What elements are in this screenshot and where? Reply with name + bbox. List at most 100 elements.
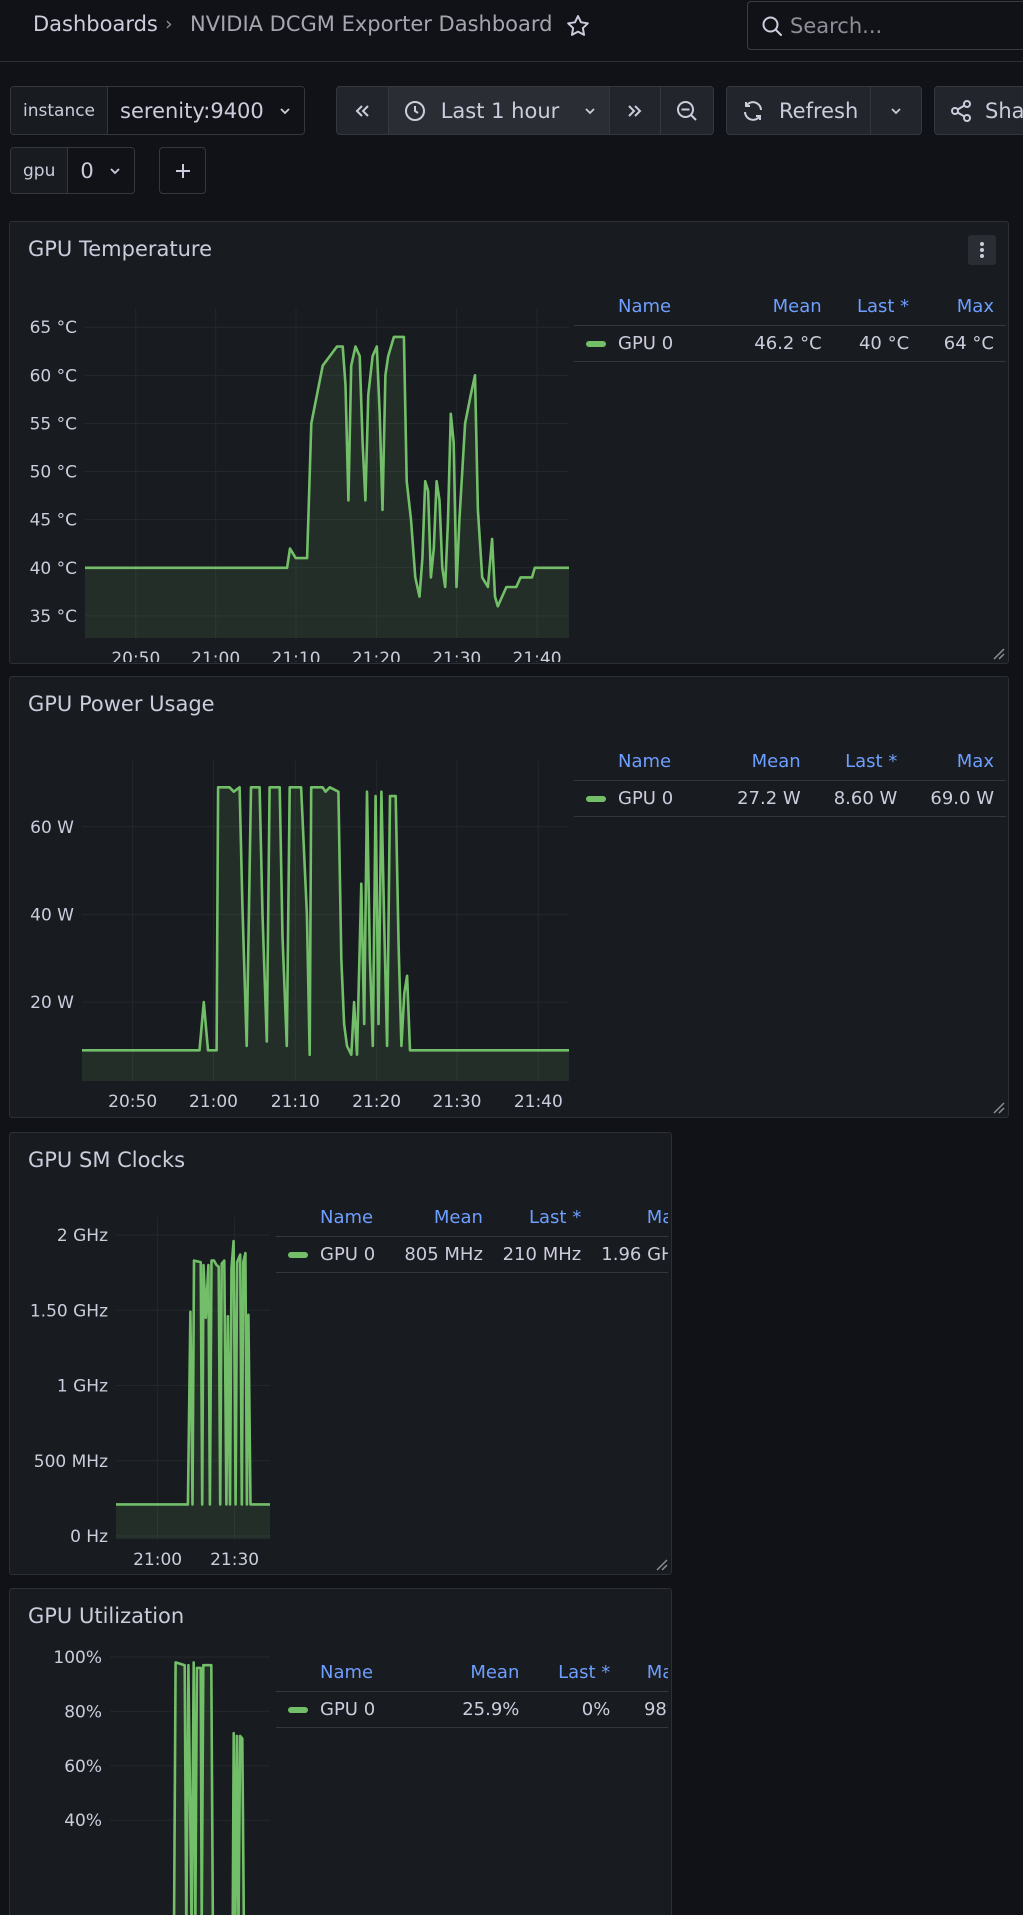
- share-button[interactable]: Share: [934, 86, 1023, 135]
- x-tick-label: 21:20: [352, 1092, 401, 1112]
- series-line-gpu-0: [82, 786, 569, 1056]
- panel-gpu-temperature: GPU Temperature 35 °C 40 °C 45 °C 50 °C 55 °…: [9, 221, 1009, 664]
- share-label: Share: [985, 98, 1023, 123]
- legend-series-name: GPU 0: [618, 332, 674, 354]
- legend-mean: 805 MHz: [396, 1236, 495, 1273]
- legend-mean: 46.2 °C: [725, 325, 834, 362]
- legend-header-name: Name: [276, 1205, 397, 1237]
- legend-header-max[interactable]: Max: [622, 1660, 668, 1692]
- sm-clocks-chart[interactable]: 0 Hz 500 MHz 1 GHz 1.50 GHz 2 GHz 21:00 21:30: [10, 1203, 270, 1573]
- star-icon[interactable]: [565, 13, 591, 39]
- legend-series-name: GPU 0: [320, 1243, 376, 1265]
- legend-row[interactable]: GPU 0 46.2 °C 40 °C 64 °C: [574, 325, 1006, 362]
- time-range-picker[interactable]: Last 1 hour: [388, 87, 610, 134]
- refresh-controls: Refresh: [726, 86, 922, 135]
- search-input[interactable]: [790, 10, 1023, 42]
- legend-header-name: Name: [574, 749, 717, 781]
- refresh-interval-button[interactable]: [871, 87, 921, 134]
- gpu-variable: gpu 0: [10, 147, 135, 194]
- chevron-down-icon: [585, 107, 595, 114]
- instance-variable-label: instance: [11, 87, 109, 134]
- legend-header-mean[interactable]: Mean: [725, 294, 834, 326]
- legend-header-mean[interactable]: Mean: [433, 1660, 532, 1692]
- x-tick-label: 20:50: [111, 649, 160, 662]
- page-title: NVIDIA DCGM Exporter Dashboard: [190, 12, 553, 36]
- series-area: [174, 1662, 244, 1915]
- y-tick-label: 65 °C: [30, 318, 77, 338]
- zoom-out-button[interactable]: [661, 87, 713, 134]
- y-tick-label: 40 °C: [30, 559, 77, 579]
- panel-title: GPU Temperature: [28, 237, 213, 261]
- panel-menu-button[interactable]: [968, 235, 996, 265]
- y-tick-label: 50 °C: [30, 463, 77, 483]
- legend-header-last[interactable]: Last *: [833, 294, 922, 326]
- refresh-label: Refresh: [779, 98, 859, 123]
- y-tick-label: 40 W: [30, 905, 74, 925]
- power-legend: Name Mean Last * Max GPU 0 27.2 W 8.60 W 69.0 …: [574, 749, 1006, 817]
- legend-row[interactable]: GPU 0 27.2 W 8.60 W 69.0 W: [574, 780, 1006, 817]
- more-vertical-icon: [980, 242, 984, 258]
- legend-header-last[interactable]: Last *: [494, 1205, 594, 1237]
- time-forward-button[interactable]: [610, 87, 662, 134]
- legend-header-mean[interactable]: Mean: [716, 749, 813, 781]
- temperature-chart[interactable]: 35 °C 40 °C 45 °C 50 °C 55 °C 60 °C 65 °C 20:50…: [10, 292, 570, 662]
- legend-header-max[interactable]: Max: [593, 1205, 668, 1237]
- legend-header-last[interactable]: Last *: [812, 749, 910, 781]
- breadcrumb-separator: ›: [165, 13, 173, 35]
- y-tick-label: 1 GHz: [57, 1377, 108, 1397]
- series-line-gpu-0: [85, 335, 569, 608]
- add-variable-button[interactable]: [159, 147, 206, 194]
- resize-handle-icon[interactable]: [990, 645, 1006, 661]
- gpu-select[interactable]: 0: [68, 148, 134, 193]
- y-tick-label: 55 °C: [30, 414, 77, 434]
- y-tick-label: 35 °C: [30, 607, 77, 627]
- search-box[interactable]: [747, 1, 1023, 50]
- series-swatch: [586, 795, 606, 802]
- y-tick-label: 60%: [64, 1757, 102, 1777]
- panel-title: GPU Power Usage: [28, 692, 215, 716]
- y-tick-label: 80%: [64, 1702, 102, 1722]
- time-back-button[interactable]: [337, 87, 389, 134]
- y-tick-label: 45 °C: [30, 511, 77, 531]
- legend-last: 40 °C: [833, 325, 922, 362]
- legend-last: 8.60 W: [812, 780, 910, 817]
- legend-header-max[interactable]: Max: [909, 749, 1006, 781]
- x-tick-label: 21:00: [191, 649, 240, 662]
- clock-icon: [404, 100, 425, 121]
- chevron-down-icon: [110, 167, 120, 174]
- breadcrumb-dashboards[interactable]: Dashboards: [33, 12, 158, 36]
- panel-title: GPU Utilization: [28, 1604, 185, 1628]
- chevrons-right-icon: [628, 104, 642, 117]
- legend-row[interactable]: GPU 0 25.9%0%98%: [276, 1691, 668, 1728]
- instance-select[interactable]: serenity:9400: [108, 87, 304, 134]
- x-tick-label: 21:00: [133, 1550, 182, 1570]
- panel-title: GPU SM Clocks: [28, 1148, 186, 1172]
- x-tick-label: 21:10: [271, 1092, 320, 1112]
- y-tick-label: 60 W: [30, 818, 74, 838]
- series-line-gpu-0: [116, 1239, 270, 1506]
- x-tick-label: 21:10: [272, 649, 321, 662]
- legend-header-max[interactable]: Max: [921, 294, 1006, 326]
- panel-gpu-sm-clocks: GPU SM Clocks 0 Hz 500 MHz 1 GHz 1.50 GHz 2 …: [9, 1132, 672, 1575]
- resize-handle-icon[interactable]: [653, 1556, 669, 1572]
- x-tick-label: 21:40: [514, 1092, 563, 1112]
- refresh-button[interactable]: Refresh: [727, 87, 872, 134]
- legend-series-name: GPU 0: [618, 787, 674, 809]
- power-chart[interactable]: 20 W 40 W 60 W 20:50 21:00 21:10 21:20 21:30 21:…: [10, 747, 570, 1117]
- utilization-chart[interactable]: 40% 60% 80% 100%: [10, 1649, 270, 1915]
- instance-variable: instance serenity:9400: [10, 86, 305, 135]
- legend-header-mean[interactable]: Mean: [396, 1205, 495, 1237]
- resize-handle-icon[interactable]: [990, 1099, 1006, 1115]
- time-range-label: Last 1 hour: [440, 98, 560, 123]
- legend-mean: 27.2 W: [716, 780, 813, 817]
- legend-header-last[interactable]: Last *: [531, 1660, 623, 1692]
- series-line-gpu-0: [172, 1661, 246, 1915]
- chevron-down-icon: [891, 107, 901, 114]
- y-tick-label: 100%: [53, 1649, 102, 1668]
- y-tick-label: 40%: [64, 1811, 102, 1831]
- search-icon: [762, 16, 782, 36]
- top-bar: Dashboards › NVIDIA DCGM Exporter Dashbo…: [0, 0, 1023, 62]
- legend-max: 69.0 W: [909, 780, 1006, 817]
